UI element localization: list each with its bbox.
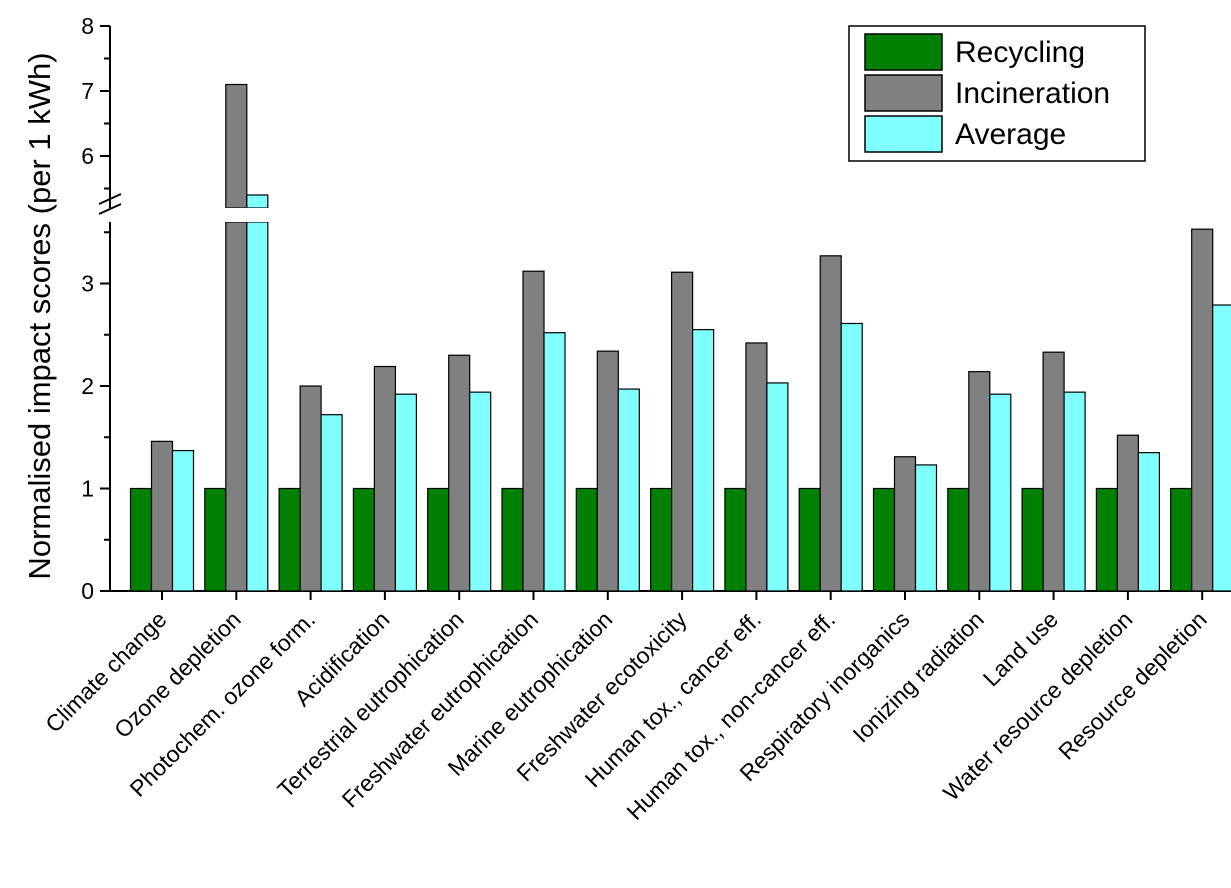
bar-incineration [745, 342, 768, 592]
bar-recycling [872, 487, 896, 592]
y-tick-label: 7 [81, 78, 94, 104]
bar-incineration [968, 371, 991, 592]
axis-break-gap [124, 208, 1231, 222]
y-tick-label: 3 [81, 271, 94, 297]
bar-average [469, 391, 492, 592]
y-tick-label: 1 [81, 476, 94, 502]
y-tick-label: 0 [81, 578, 94, 604]
bar-average [246, 221, 269, 592]
bar-recycling [1095, 487, 1119, 592]
bar-incineration-upper [225, 83, 248, 209]
bar-incineration [670, 271, 694, 592]
y-axis-break-mark [98, 203, 122, 215]
bar-incineration [150, 440, 174, 592]
bar-recycling [798, 487, 821, 592]
bar-incineration [448, 354, 471, 592]
bar-incineration [373, 365, 396, 592]
x-tick-label: Ozone depletion [109, 606, 246, 743]
legend-swatch-average [864, 115, 943, 153]
legend: Recycling Incineration Average [848, 25, 1146, 162]
y-axis-label: Normalised impact scores (per 1 kWh) [22, 52, 57, 579]
bar-recycling [947, 487, 970, 592]
bar-average [394, 393, 417, 592]
bar-average [691, 329, 715, 592]
bar-average [171, 449, 195, 592]
bar-recycling [724, 487, 747, 592]
bar-average [840, 322, 863, 592]
bar-average [320, 414, 343, 592]
legend-label-recycling: Recycling [955, 36, 1085, 69]
bar-average [766, 382, 789, 592]
bar-incineration [522, 270, 545, 592]
bar-incineration [893, 456, 917, 592]
bar-average [1212, 304, 1231, 592]
bar-average [543, 332, 566, 592]
bar-average [914, 464, 938, 592]
x-tick-label: Resource depletion [1053, 606, 1212, 765]
bar-recycling [501, 487, 524, 592]
legend-swatch-incineration [864, 74, 943, 112]
bar-recycling [129, 487, 153, 592]
bar-recycling [649, 487, 673, 592]
y-tick-label: 8 [81, 13, 94, 39]
bar-incineration [1116, 434, 1140, 592]
bar-average [989, 393, 1012, 592]
bar-recycling [278, 487, 301, 592]
legend-swatch-recycling [864, 33, 943, 71]
bar-incineration [225, 221, 248, 592]
bar-incineration [819, 255, 842, 592]
bar-recycling [575, 487, 598, 592]
bar-average [1063, 391, 1086, 592]
bar-recycling [204, 487, 227, 592]
y-axis-break-mark [98, 193, 122, 205]
bar-average [1137, 452, 1161, 592]
bars [124, 83, 1231, 592]
legend-label-incineration: Incineration [955, 77, 1110, 110]
legend-label-average: Average [955, 118, 1066, 151]
bar-average [617, 388, 640, 592]
bar-recycling [1021, 487, 1044, 592]
bar-incineration [1191, 228, 1214, 592]
y-tick-label: 6 [81, 143, 94, 169]
bar-incineration [596, 350, 619, 592]
y-tick-label: 2 [81, 373, 94, 399]
bar-average-upper [246, 194, 269, 209]
bar-incineration [1042, 351, 1065, 592]
x-tick-label: Ionizing radiation [847, 606, 988, 747]
bar-recycling [1170, 487, 1193, 592]
bar-incineration [299, 385, 322, 592]
bar-recycling [352, 487, 375, 592]
bar-recycling [427, 487, 450, 592]
